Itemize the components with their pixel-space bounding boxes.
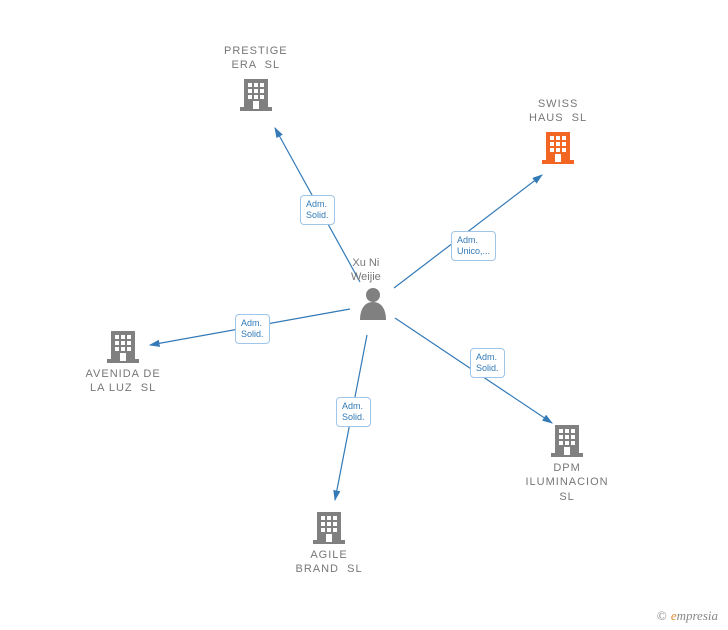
copyright-symbol: © bbox=[657, 608, 667, 623]
node-label: DPM ILUMINACION SL bbox=[526, 461, 609, 504]
edge-label: Adm. Solid. bbox=[300, 195, 335, 225]
node-label: SWISS HAUS SL bbox=[529, 97, 587, 126]
watermark: ©empresia bbox=[657, 608, 718, 624]
building-icon bbox=[551, 423, 583, 457]
building-icon bbox=[240, 77, 272, 111]
node-label: PRESTIGE ERA SL bbox=[224, 44, 288, 73]
building-icon bbox=[107, 329, 139, 363]
building-icon bbox=[542, 130, 574, 164]
brand-rest: mpresia bbox=[677, 608, 718, 623]
center-node-label: Xu Ni Weijie bbox=[351, 256, 381, 285]
edge-label: Adm. Unico,... bbox=[451, 231, 496, 261]
edge-label: Adm. Solid. bbox=[470, 348, 505, 378]
node-label: AVENIDA DE LA LUZ SL bbox=[86, 367, 161, 396]
person-icon bbox=[358, 286, 388, 327]
edge-label: Adm. Solid. bbox=[235, 314, 270, 344]
edge-label: Adm. Solid. bbox=[336, 397, 371, 427]
building-icon bbox=[313, 510, 345, 544]
node-label: AGILE BRAND SL bbox=[296, 548, 363, 577]
